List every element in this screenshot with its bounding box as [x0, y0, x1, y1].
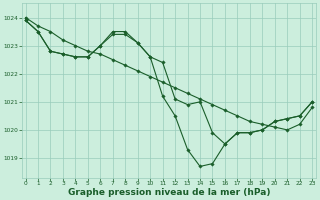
X-axis label: Graphe pression niveau de la mer (hPa): Graphe pression niveau de la mer (hPa) — [68, 188, 270, 197]
